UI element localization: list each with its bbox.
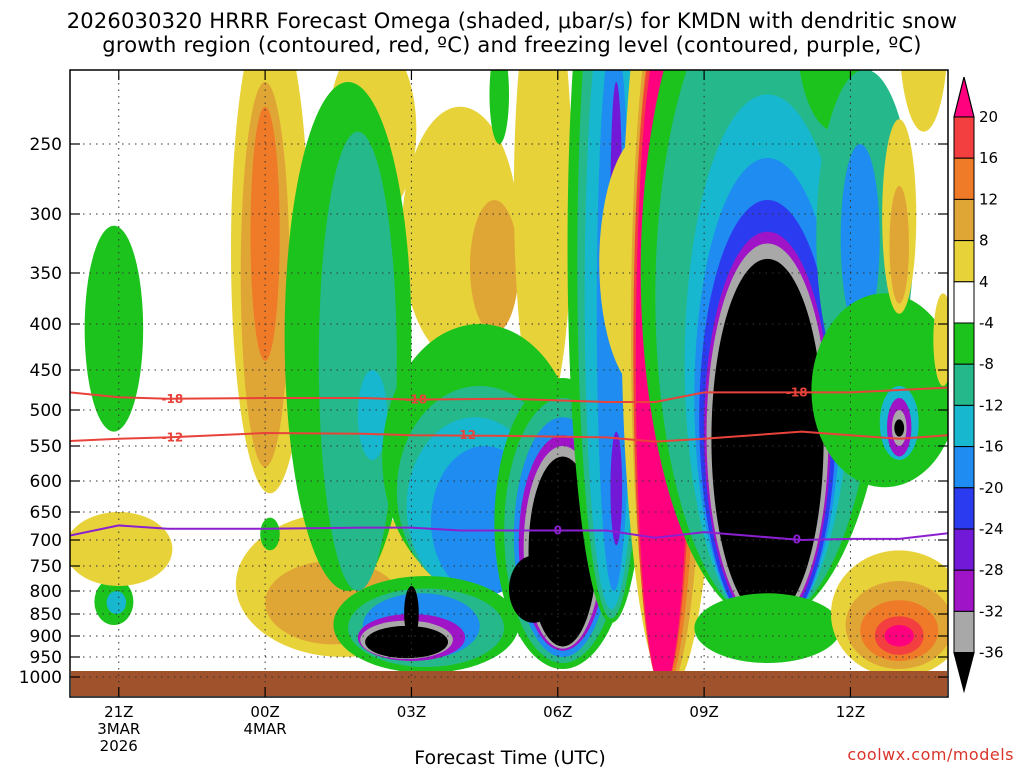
- colorbar-level-label: 8: [979, 232, 989, 250]
- omega-shade-region: [509, 555, 558, 623]
- x-tick-label: 06Z: [543, 703, 572, 721]
- y-tick-label: 700: [30, 531, 62, 551]
- credit-link[interactable]: coolwx.com/models: [847, 745, 1014, 764]
- grid-lines: [70, 70, 948, 697]
- colorbar-swatch: [953, 281, 975, 324]
- contour-line: [70, 386, 948, 403]
- contour-label: -18: [786, 385, 808, 399]
- y-tick-label: 900: [30, 627, 62, 647]
- omega-shade-region: [106, 591, 127, 614]
- omega-shade-region: [469, 200, 519, 334]
- y-tick-label: 600: [30, 472, 62, 492]
- x-tick-label: 03Z: [397, 703, 426, 721]
- omega-shade-region: [365, 625, 449, 659]
- colorbar-swatch: [953, 487, 975, 530]
- colorbar-level-label: 12: [979, 190, 998, 208]
- omega-shade-region: [84, 225, 144, 432]
- y-tick-label: 800: [30, 582, 62, 602]
- omega-shade-region: [694, 593, 841, 664]
- colorbar-level-label: 16: [979, 149, 998, 167]
- colorbar-swatch: [953, 240, 975, 283]
- y-tick-label: 750: [30, 557, 62, 577]
- colorbar-swatch: [953, 76, 975, 118]
- colorbar-level-label: 20: [979, 108, 998, 126]
- colorbar-swatch: [953, 322, 975, 365]
- omega-shade-region: [489, 70, 509, 144]
- colorbar-swatch: [953, 404, 975, 448]
- omega-shade-region: [318, 131, 397, 592]
- colorbar-swatch: [953, 446, 975, 489]
- omega-shade-region: [901, 70, 947, 132]
- omega-shading: [70, 70, 948, 689]
- y-tick-label: 400: [30, 315, 62, 335]
- chart-title-line-1: 2026030320 HRRR Forecast Omega (shaded, …: [66, 9, 958, 33]
- colorbar-swatch: [953, 157, 975, 200]
- colorbar-level-label: -12: [979, 396, 1004, 414]
- colorbar-level-label: -32: [979, 602, 1004, 620]
- omega-shade-region: [711, 258, 824, 620]
- omega-shade-region: [404, 586, 419, 641]
- omega-shade-region: [894, 419, 905, 437]
- colorbar-level-label: -16: [979, 438, 1004, 456]
- contour-line: [70, 430, 948, 443]
- y-axis: 2503003504004505005506006507007508008509…: [19, 135, 948, 688]
- y-tick-label: 850: [30, 605, 62, 625]
- x-tick-label: 4MAR: [244, 720, 287, 738]
- omega-shade-region: [70, 512, 173, 586]
- contour-label: 0: [793, 532, 801, 546]
- colorbar-swatch: [953, 198, 975, 242]
- y-tick-label: 550: [30, 437, 62, 457]
- x-axis-label: Forecast Time (UTC): [414, 747, 605, 768]
- colorbar-swatch: [953, 363, 975, 406]
- colorbar-swatch: [953, 610, 975, 654]
- y-tick-label: 450: [30, 361, 62, 381]
- contour-label: -18: [162, 392, 184, 406]
- omega-shade-region: [933, 293, 948, 386]
- colorbar-legend: 20 16 12 8 4 -4 -8 -12 -16 -20 -24 -28 -32 -36: [953, 76, 1004, 694]
- colorbar-level-label: -28: [979, 561, 1004, 579]
- plot-frame: [69, 69, 949, 698]
- colorbar-swatch: [953, 528, 975, 571]
- y-tick-label: 500: [30, 401, 62, 421]
- colorbar-swatch: [953, 651, 975, 694]
- y-tick-label: 1000: [19, 668, 62, 688]
- contour-label: 0: [554, 523, 562, 537]
- ground-surface: [71, 671, 947, 696]
- omega-shade-region: [889, 186, 909, 304]
- colorbar-swatch: [953, 569, 975, 612]
- contour-label: -12: [162, 430, 184, 444]
- y-tick-label: 950: [30, 648, 62, 668]
- x-tick-label: 21Z: [104, 703, 133, 721]
- y-tick-label: 650: [30, 503, 62, 523]
- colorbar-level-label: -36: [979, 644, 1004, 662]
- omega-shade-region: [357, 370, 388, 460]
- colorbar-level-label: -20: [979, 479, 1004, 497]
- x-tick-label: 3MAR: [97, 720, 140, 738]
- x-tick-label: 12Z: [836, 703, 865, 721]
- colorbar-swatch: [953, 116, 975, 159]
- contour-label: -12: [454, 428, 476, 442]
- omega-shade-region: [884, 625, 914, 647]
- y-tick-label: 250: [30, 135, 62, 155]
- y-tick-label: 300: [30, 205, 62, 225]
- colorbar-level-label: 4: [979, 273, 989, 291]
- colorbar-level-label: -24: [979, 520, 1004, 538]
- x-tick-label: 09Z: [689, 703, 718, 721]
- colorbar-level-label: -8: [979, 355, 994, 373]
- contour-line: [70, 524, 948, 542]
- chart-title-line-2: growth region (contoured, red, ºC) and f…: [102, 33, 922, 57]
- colorbar-level-label: -4: [979, 314, 994, 332]
- y-tick-label: 350: [30, 264, 62, 284]
- contour-label: -18: [405, 393, 427, 407]
- x-tick-label: 00Z: [250, 703, 279, 721]
- omega-shade-region: [260, 517, 280, 551]
- omega-shade-region: [610, 431, 623, 546]
- contour-lines: -18 -18 -18 -12 -12 0 0: [70, 385, 948, 546]
- x-tick-label: 2026: [100, 737, 138, 755]
